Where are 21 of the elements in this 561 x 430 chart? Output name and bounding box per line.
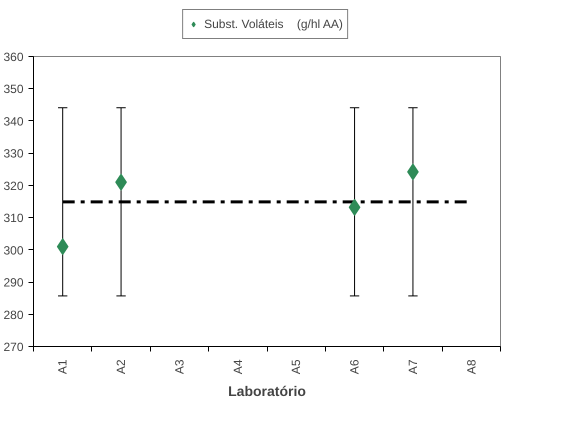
point <box>56 238 69 256</box>
y-tick-label: 270 <box>3 340 24 354</box>
x-tick-label: A3 <box>172 359 186 374</box>
x-tick-label: A2 <box>114 359 128 374</box>
y-tick-label: 350 <box>3 82 24 96</box>
y-tick-label: 280 <box>3 308 24 322</box>
y-tick-label: 300 <box>3 243 24 258</box>
y-tick-label: 320 <box>3 178 24 193</box>
y-tick-label: 360 <box>3 50 24 64</box>
x-tick-label: A1 <box>56 359 70 374</box>
y-tick-label: 310 <box>3 211 24 226</box>
y-tick-label: 330 <box>3 146 24 161</box>
x-tick-label: A8 <box>464 359 478 374</box>
y-tick-label: 290 <box>3 276 24 290</box>
x-tick-label: A5 <box>289 359 304 374</box>
x-tick-label: A7 <box>406 359 420 374</box>
legend-label: Subst. Voláteis (g/hl AA) <box>204 17 343 31</box>
x-tick-label: A4 <box>230 359 245 374</box>
y-tick-label: 340 <box>3 114 24 128</box>
x-axis-title: Laboratório <box>228 383 306 400</box>
x-tick-label: A6 <box>348 359 362 374</box>
